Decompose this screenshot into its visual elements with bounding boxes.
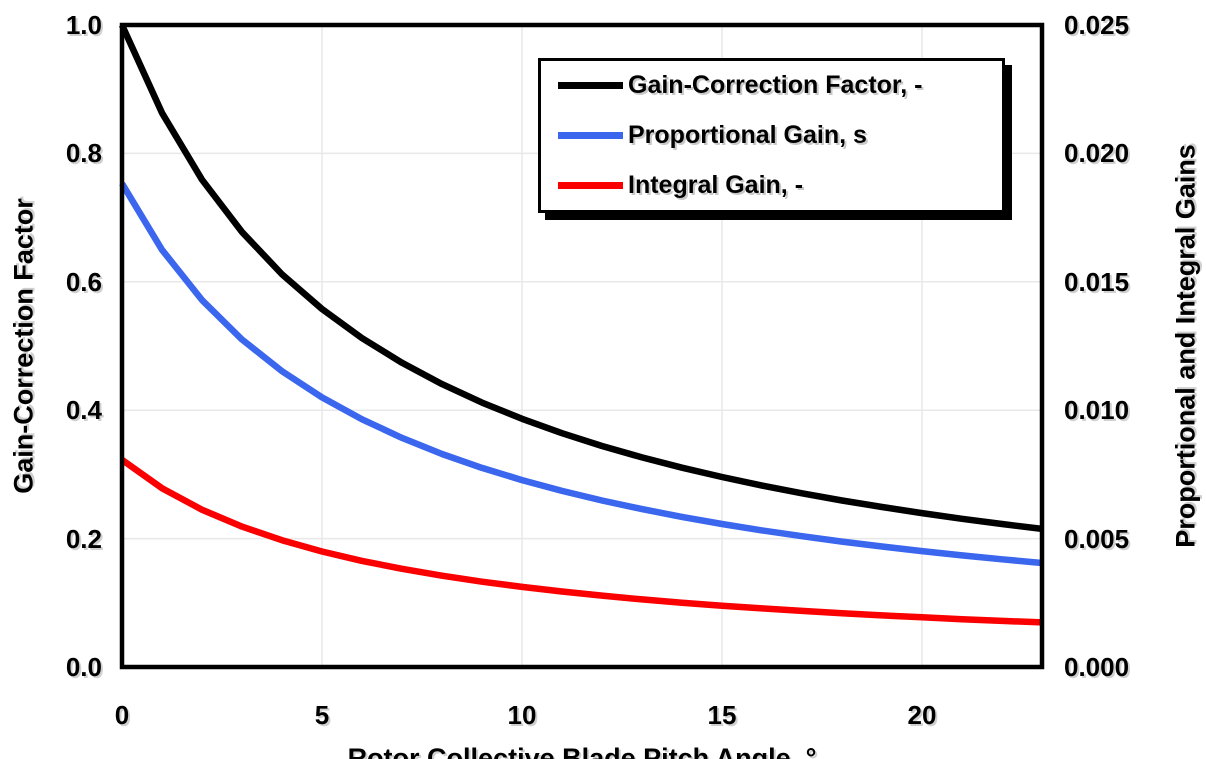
y-right-tick-label: 0.025 — [1064, 10, 1130, 40]
series-line-0 — [119, 23, 1043, 533]
legend: Gain-Correction Factor, - Proportional G… — [538, 58, 1005, 213]
legend-line-swatch-red — [558, 181, 623, 189]
legend-item-integral-gain: Integral Gain, - — [541, 160, 1002, 210]
legend-line-swatch-black — [558, 82, 623, 90]
y-left-tick-label: 1.0 — [65, 10, 102, 40]
series-line-2 — [120, 457, 1043, 626]
series-line-1 — [119, 181, 1043, 567]
y-axis-title-right: Proportional and Integral Gains — [1170, 144, 1201, 548]
x-tick-label: 0 — [114, 700, 130, 730]
legend-line-swatch-blue — [558, 132, 623, 139]
y-left-tick-label: 0.6 — [65, 266, 102, 297]
y-left-tick-label: 0.8 — [65, 138, 102, 169]
y-axis-title-left: Gain-Correction Factor — [8, 198, 39, 494]
x-tick-label: 10 — [507, 700, 537, 730]
legend-label: Gain-Correction Factor, - — [628, 71, 923, 100]
y-left-tick-label: 0.4 — [65, 395, 102, 426]
x-tick-label: 15 — [707, 700, 737, 730]
x-tick-label: 20 — [907, 700, 937, 730]
y-right-tick-label: 0.005 — [1064, 523, 1130, 554]
y-right-tick-label: 0.020 — [1064, 138, 1130, 169]
y-right-tick-label: 0.000 — [1064, 652, 1130, 682]
y-left-tick-label: 0.2 — [65, 523, 102, 554]
y-left-tick-label: 0.0 — [65, 652, 102, 682]
legend-label: Proportional Gain, s — [628, 121, 867, 149]
y-right-tick-label: 0.015 — [1064, 266, 1130, 297]
legend-item-gain-correction: Gain-Correction Factor, - — [541, 61, 1002, 111]
plot-frame — [119, 22, 1045, 670]
x-tick-label: 5 — [314, 700, 330, 730]
x-axis-title: Rotor Collective Blade Pitch Angle, ° — [347, 743, 817, 759]
legend-item-proportional-gain: Proportional Gain, s — [541, 111, 1002, 161]
y-right-tick-label: 0.010 — [1064, 395, 1130, 426]
legend-label: Integral Gain, - — [628, 170, 804, 199]
